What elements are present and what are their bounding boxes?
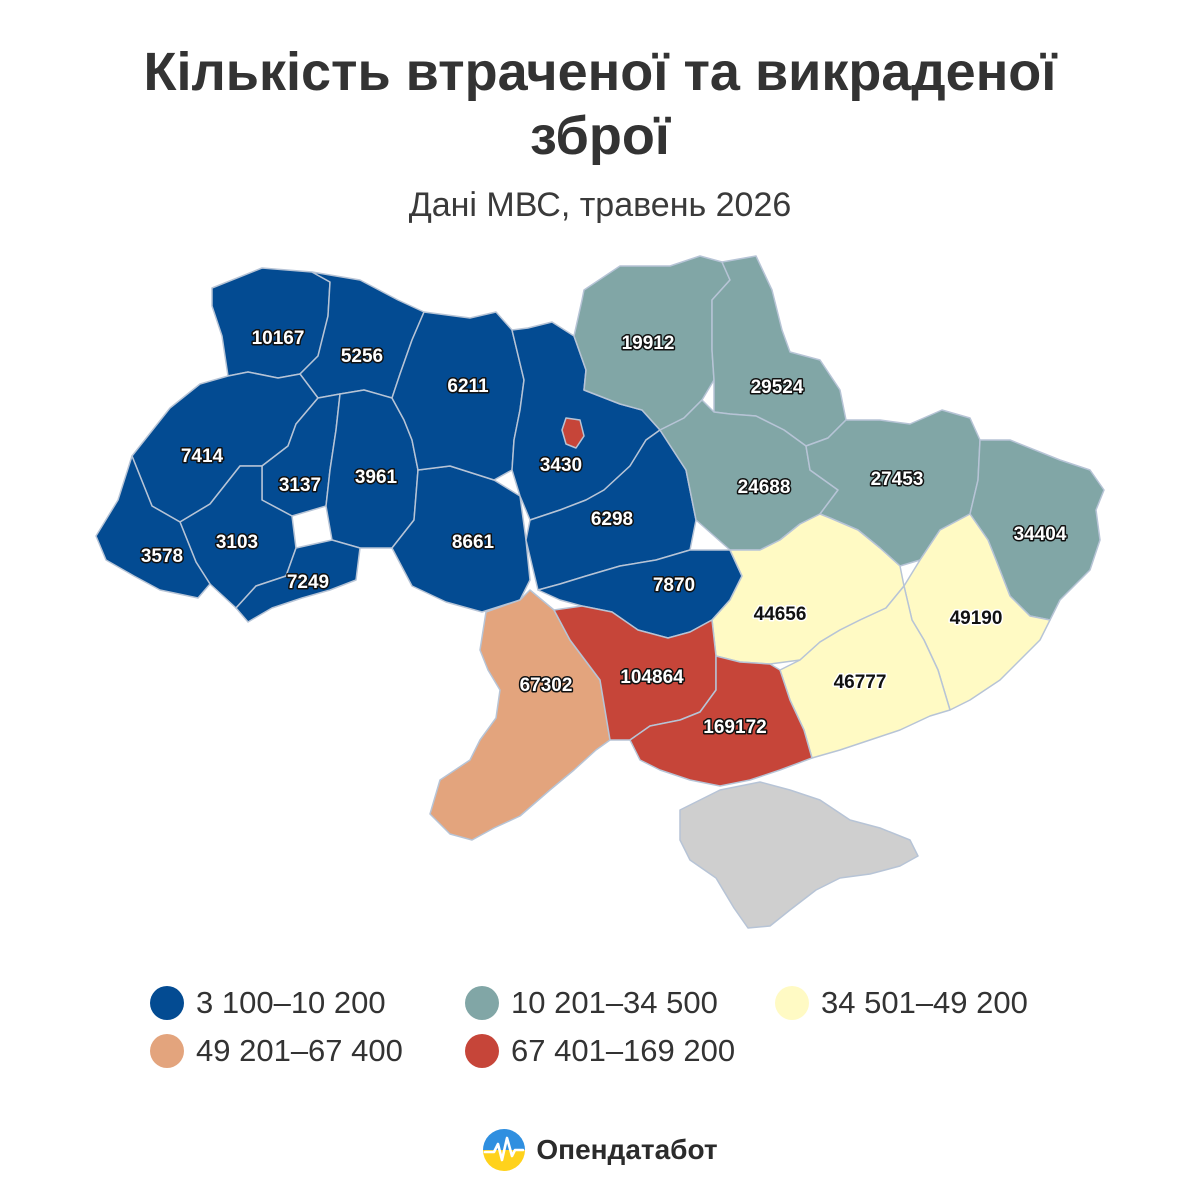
- region-value-ternopil: 3137: [279, 475, 321, 496]
- legend-item-cat3: 34 501–49 200: [775, 985, 1028, 1021]
- region-value-kyiv-oblast: 3430: [540, 455, 582, 476]
- region-value-lviv: 7414: [181, 446, 224, 467]
- region-value-kherson: 169172: [703, 717, 766, 738]
- title-line-2: зброї: [529, 106, 670, 166]
- region-value-sumy: 29524: [751, 377, 804, 398]
- regions-layer: [95, 255, 1105, 929]
- legend-swatch-cat1-icon: [150, 986, 184, 1020]
- region-value-kirovohrad: 7870: [653, 575, 695, 596]
- region-value-zhytomyr: 6211: [447, 376, 489, 397]
- footer: Опендатабот: [0, 1128, 1200, 1172]
- brand-name: Опендатабот: [536, 1134, 718, 1165]
- region-value-zakarpattia: 3578: [141, 546, 183, 567]
- page-title: Кількість втраченої та викраденої зброї: [0, 40, 1200, 168]
- region-value-cherkasy: 6298: [591, 509, 633, 530]
- region-zakarpattia: [95, 455, 211, 599]
- legend-swatch-cat5-icon: [465, 1034, 499, 1068]
- legend-item-cat5: 67 401–169 200: [465, 1033, 735, 1069]
- legend-swatch-cat4-icon: [150, 1034, 184, 1068]
- region-value-zaporizhzhia: 46777: [834, 672, 887, 693]
- legend-item-cat1: 3 100–10 200: [150, 985, 386, 1021]
- legend-swatch-cat2-icon: [465, 986, 499, 1020]
- region-zhytomyr: [391, 311, 525, 481]
- region-value-poltava: 24688: [738, 477, 791, 498]
- region-value-rivne: 5256: [341, 346, 383, 367]
- legend-swatch-cat3-icon: [775, 986, 809, 1020]
- title-line-1: Кількість втраченої та викраденої: [143, 42, 1057, 102]
- ukraine-choropleth-map: 10167 5256 7414 3137 3961 3103 3578 7249 8661 621…: [95, 255, 1105, 929]
- legend-label-cat4: 49 201–67 400: [196, 1033, 403, 1068]
- region-value-volyn: 10167: [252, 328, 305, 349]
- region-value-dnipropetrovsk: 44656: [754, 604, 807, 625]
- legend-item-cat2: 10 201–34 500: [465, 985, 718, 1021]
- region-kyiv-city: [561, 417, 585, 449]
- labels-layer: 10167 5256 7414 3137 3961 3103 3578 7249 8661 621…: [139, 327, 1068, 740]
- region-value-khmelnytskyi: 3961: [355, 467, 398, 488]
- region-value-ivano-frankivsk: 3103: [216, 532, 258, 553]
- region-value-mykolaiv: 104864: [620, 667, 684, 688]
- region-kherson: [629, 655, 813, 787]
- region-crimea: [679, 781, 919, 929]
- legend-label-cat5: 67 401–169 200: [511, 1033, 736, 1068]
- region-chernivtsi: [235, 539, 361, 623]
- region-value-donetsk: 49190: [950, 608, 1003, 629]
- page-subtitle: Дані МВС, травень 2026: [408, 186, 792, 224]
- legend-label-cat3: 34 501–49 200: [821, 985, 1028, 1020]
- opendatabot-logo-icon: [483, 1129, 526, 1171]
- region-value-luhansk: 34404: [1014, 524, 1067, 545]
- region-value-kharkiv: 27453: [871, 469, 924, 490]
- region-value-vinnytsia: 8661: [452, 532, 495, 553]
- region-value-odesa: 67302: [520, 675, 573, 696]
- legend-item-cat4: 49 201–67 400: [150, 1033, 403, 1069]
- region-value-chernivtsi: 7249: [287, 572, 329, 593]
- legend-label-cat2: 10 201–34 500: [511, 985, 718, 1020]
- region-value-chernihiv: 19912: [622, 333, 675, 354]
- legend-label-cat1: 3 100–10 200: [196, 985, 386, 1020]
